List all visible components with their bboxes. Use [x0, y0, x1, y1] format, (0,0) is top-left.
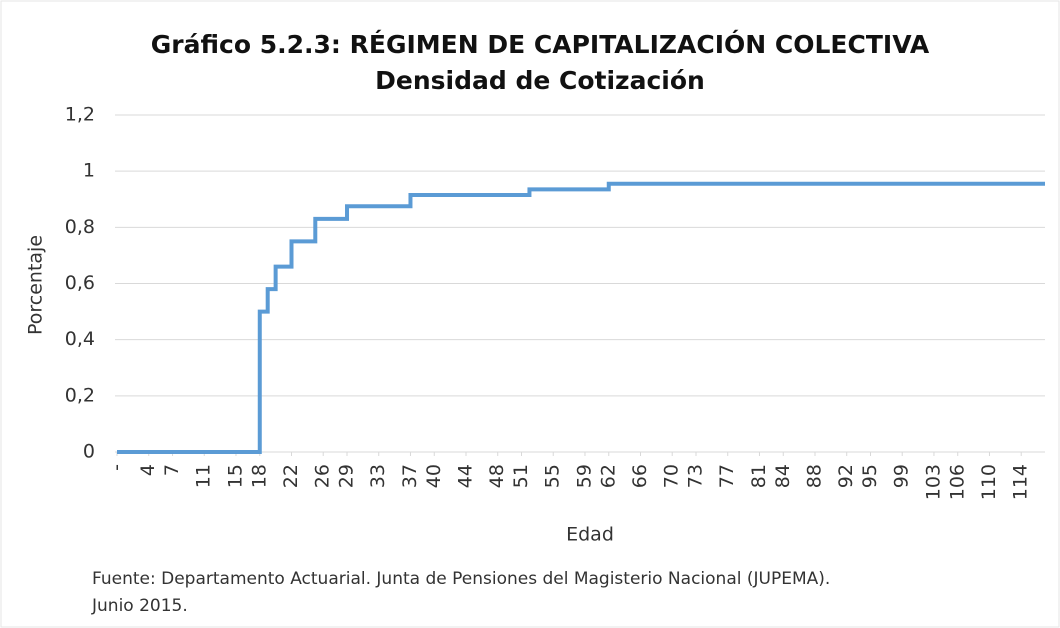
x-tick-label: 95 — [859, 464, 881, 488]
y-tick-label: 1,2 — [65, 104, 95, 126]
x-tick-label: 40 — [423, 464, 445, 488]
x-tick-label: 4 — [137, 464, 159, 476]
x-tick-label: 92 — [835, 464, 857, 488]
x-tick-label: 37 — [399, 464, 421, 488]
x-tick-label: 70 — [661, 464, 683, 488]
x-tick-label: 110 — [978, 464, 1000, 500]
source-note: Junio 2015. — [91, 596, 188, 616]
chart-subtitle: Densidad de Cotización — [375, 66, 705, 95]
y-tick-label: 1 — [83, 160, 95, 182]
x-tick-label: 106 — [946, 464, 968, 500]
x-axis-label: Edad — [566, 524, 614, 546]
x-tick-label: 33 — [367, 464, 389, 488]
x-tick-label: 55 — [542, 464, 564, 488]
chart-title: Gráfico 5.2.3: RÉGIMEN DE CAPITALIZACIÓN… — [151, 29, 930, 59]
y-tick-label: 0,6 — [65, 272, 95, 294]
y-tick-label: 0 — [83, 441, 95, 463]
source-note: Fuente: Departamento Actuarial. Junta de… — [92, 569, 830, 589]
x-tick-label: 62 — [597, 464, 619, 488]
x-tick-label: 84 — [772, 464, 794, 488]
y-tick-label: 0,2 — [65, 384, 95, 406]
x-tick-label: 99 — [891, 464, 913, 488]
y-tick-label: 0,4 — [65, 328, 95, 350]
x-tick-label: 48 — [486, 464, 508, 488]
y-axis-label: Porcentaje — [25, 235, 47, 335]
x-tick-label: 103 — [922, 464, 944, 500]
x-tick-label: 18 — [248, 464, 270, 488]
x-tick-label: 81 — [748, 464, 770, 488]
x-tick-label: 7 — [161, 464, 183, 476]
x-tick-label: 59 — [573, 464, 595, 488]
x-tick-label: 51 — [510, 464, 532, 488]
x-tick-label: 77 — [716, 464, 738, 488]
x-tick-label: 15 — [224, 464, 246, 488]
y-tick-label: 0,8 — [65, 216, 95, 238]
x-tick-label: 66 — [629, 464, 651, 488]
x-tick-label: 88 — [803, 464, 825, 488]
x-tick-label: 11 — [193, 464, 215, 488]
x-tick-label: 44 — [454, 464, 476, 488]
x-tick-label: 114 — [1010, 464, 1032, 500]
x-tick-label: 22 — [280, 464, 302, 488]
x-tick-label: - — [106, 464, 128, 471]
x-tick-label: 29 — [336, 464, 358, 488]
data-line — [117, 181, 1045, 454]
x-tick-label: 73 — [685, 464, 707, 488]
x-tick-label: 26 — [312, 464, 334, 488]
